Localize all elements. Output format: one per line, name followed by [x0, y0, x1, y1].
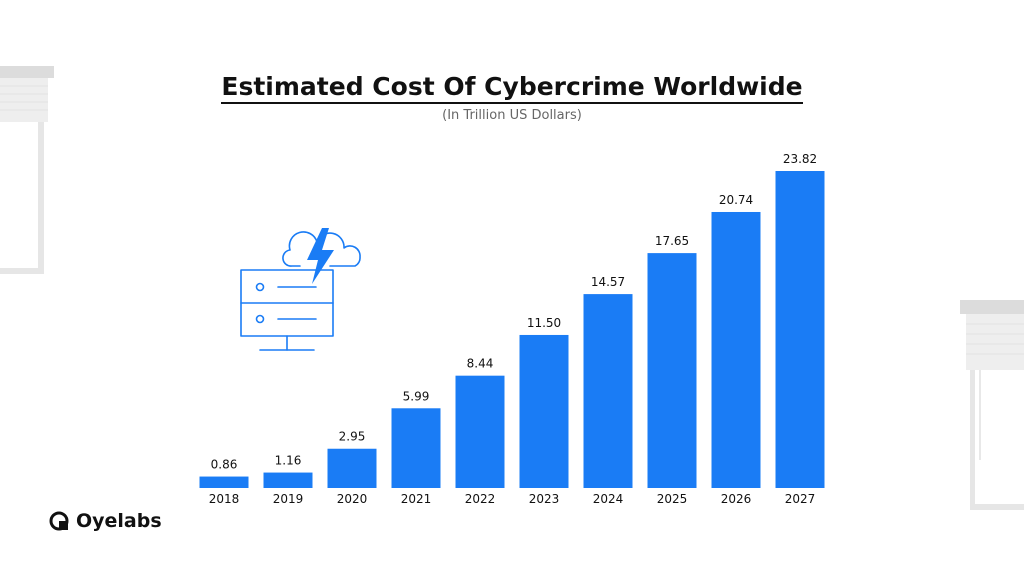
bar-2025	[647, 253, 697, 488]
category-label-2022: 2022	[465, 492, 496, 506]
bar-2019	[263, 472, 313, 488]
bar-2022	[455, 375, 505, 488]
category-label-2025: 2025	[657, 492, 688, 506]
category-label-2027: 2027	[785, 492, 816, 506]
category-label-2019: 2019	[273, 492, 304, 506]
category-label-2021: 2021	[401, 492, 432, 506]
category-label-2020: 2020	[337, 492, 368, 506]
value-label-2018: 0.86	[211, 458, 238, 472]
value-label-2023: 11.50	[527, 316, 561, 330]
window-blind-left-decoration	[0, 66, 54, 274]
value-label-2021: 5.99	[403, 389, 430, 403]
category-label-2024: 2024	[593, 492, 624, 506]
bar-2018	[199, 476, 249, 488]
chart-title: Estimated Cost Of Cybercrime Worldwide	[0, 72, 1024, 104]
server-cloud-lightning-icon	[240, 228, 361, 351]
category-label-2018: 2018	[209, 492, 240, 506]
brand-name: Oyelabs	[76, 510, 162, 532]
oyelabs-logo: Oyelabs	[48, 510, 162, 532]
value-label-2020: 2.95	[339, 430, 366, 444]
bar-2020	[327, 448, 377, 488]
category-label-2026: 2026	[721, 492, 752, 506]
category-label-2023: 2023	[529, 492, 560, 506]
value-label-2026: 20.74	[719, 193, 753, 207]
bar-2026	[711, 211, 761, 489]
value-label-2025: 17.65	[655, 234, 689, 248]
bar-2021	[391, 408, 441, 488]
value-label-2019: 1.16	[275, 454, 302, 468]
window-blind-right-decoration	[960, 300, 1024, 510]
bar-2023	[519, 334, 569, 488]
bar-2027	[775, 171, 825, 488]
value-label-2027: 23.82	[783, 152, 817, 166]
oyelabs-logo-icon	[49, 511, 69, 531]
value-label-2022: 8.44	[467, 357, 494, 371]
chart-subtitle: (In Trillion US Dollars)	[442, 108, 582, 123]
value-label-2024: 14.57	[591, 275, 625, 289]
bar-2024	[583, 294, 633, 488]
